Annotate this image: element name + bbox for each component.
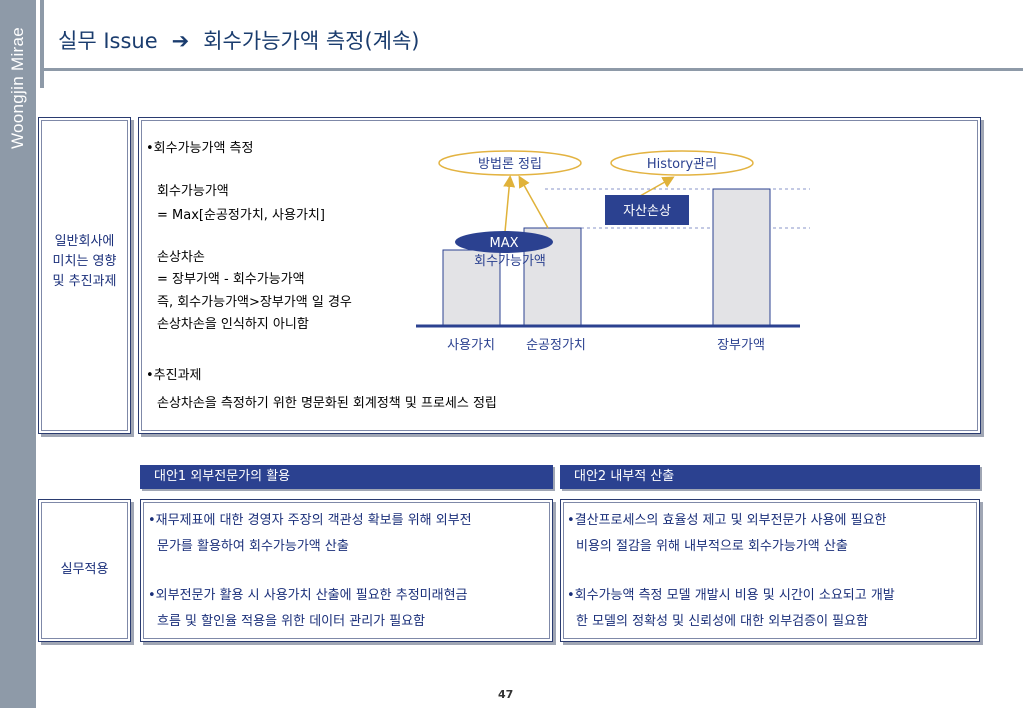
impairment-note: 손상차손을 인식하지 아니함	[157, 317, 309, 332]
heading-tasks: •추진과제	[146, 368, 202, 383]
recoverable-amount-formula: = Max[순공정가치, 사용가치]	[157, 208, 325, 223]
section1-label-line: 일반회사에	[54, 234, 115, 249]
heading-recoverable-measure: •회수가능가액 측정	[146, 141, 254, 156]
title-divider	[40, 68, 1023, 71]
arrow-right-icon: ➔	[171, 29, 190, 53]
section2-label-box: 실무적용	[38, 499, 131, 642]
alt2-bullet-2-line: •회수가능액 측정 모델 개발시 비용 및 시간이 소요되고 개발	[567, 588, 895, 603]
impairment-formula: = 장부가액 - 회수가능가액	[157, 272, 305, 287]
alt1-content-box	[140, 499, 553, 642]
alt1-bullet-2-line: 흐름 및 할인율 적용을 위한 데이터 관리가 필요함	[157, 614, 426, 629]
alt2-bullet-2-line: 한 모델의 정확성 및 신뢰성에 대한 외부검증이 필요함	[576, 614, 869, 629]
alt2-bullet-1-line: •결산프로세스의 효율성 제고 및 외부전문가 사용에 필요한	[567, 513, 887, 528]
section1-label-line: 및 추진과제	[52, 274, 117, 289]
alt1-bullet-1: •재무제표에 대한 경영자 주장의 객관성 확보를 위해 외부전 문가를 활용하…	[148, 508, 472, 560]
alt2-bullet-2: •회수가능액 측정 모델 개발시 비용 및 시간이 소요되고 개발 한 모델의 …	[567, 583, 895, 635]
section1-label-line: 미치는 영향	[52, 254, 117, 269]
alt1-bullet-2: •외부전문가 활용 시 사용가치 산출에 필요한 추정미래현금 흐름 및 할인율…	[148, 583, 468, 635]
alt1-bullet-1-line: •재무제표에 대한 경영자 주장의 객관성 확보를 위해 외부전	[148, 513, 472, 528]
alt2-bullet-1: •결산프로세스의 효율성 제고 및 외부전문가 사용에 필요한 비용의 절감을 …	[567, 508, 887, 560]
alt1-bullet-2-line: •외부전문가 활용 시 사용가치 산출에 필요한 추정미래현금	[148, 588, 468, 603]
title-left: 실무 Issue	[58, 29, 158, 53]
title-right: 회수가능가액 측정(계속)	[203, 29, 420, 53]
impairment-condition: 즉, 회수가능가액>장부가액 일 경우	[157, 295, 352, 310]
brand-label-wrap: Woongjin Mirae	[0, 0, 36, 175]
page-number: 47	[498, 688, 514, 701]
recoverable-amount-label: 회수가능가액	[157, 184, 229, 199]
section2-label: 실무적용	[60, 562, 109, 577]
brand-label: Woongjin Mirae	[8, 26, 27, 149]
alt2-bullet-1-line: 비용의 절감을 위해 내부적으로 회수가능가액 산출	[576, 539, 848, 554]
alt2-content-box	[560, 499, 980, 642]
tasks-detail: 손상차손을 측정하기 위한 명문화된 회계정책 및 프로세스 정립	[157, 396, 497, 411]
impairment-label: 손상차손	[157, 250, 205, 265]
section1-label-box: 일반회사에 미치는 영향 및 추진과제	[38, 117, 131, 434]
sidebar: Woongjin Mirae	[0, 0, 36, 708]
alt1-bullet-1-line: 문가를 활용하여 회수가능가액 산출	[157, 539, 349, 554]
title-accent-vertical	[40, 0, 44, 88]
alt1-header: 대안1 외부전문가의 활용	[140, 465, 553, 489]
page-title: 실무 Issue ➔ 회수가능가액 측정(계속)	[58, 25, 420, 55]
alt2-header: 대안2 내부적 산출	[560, 465, 980, 489]
